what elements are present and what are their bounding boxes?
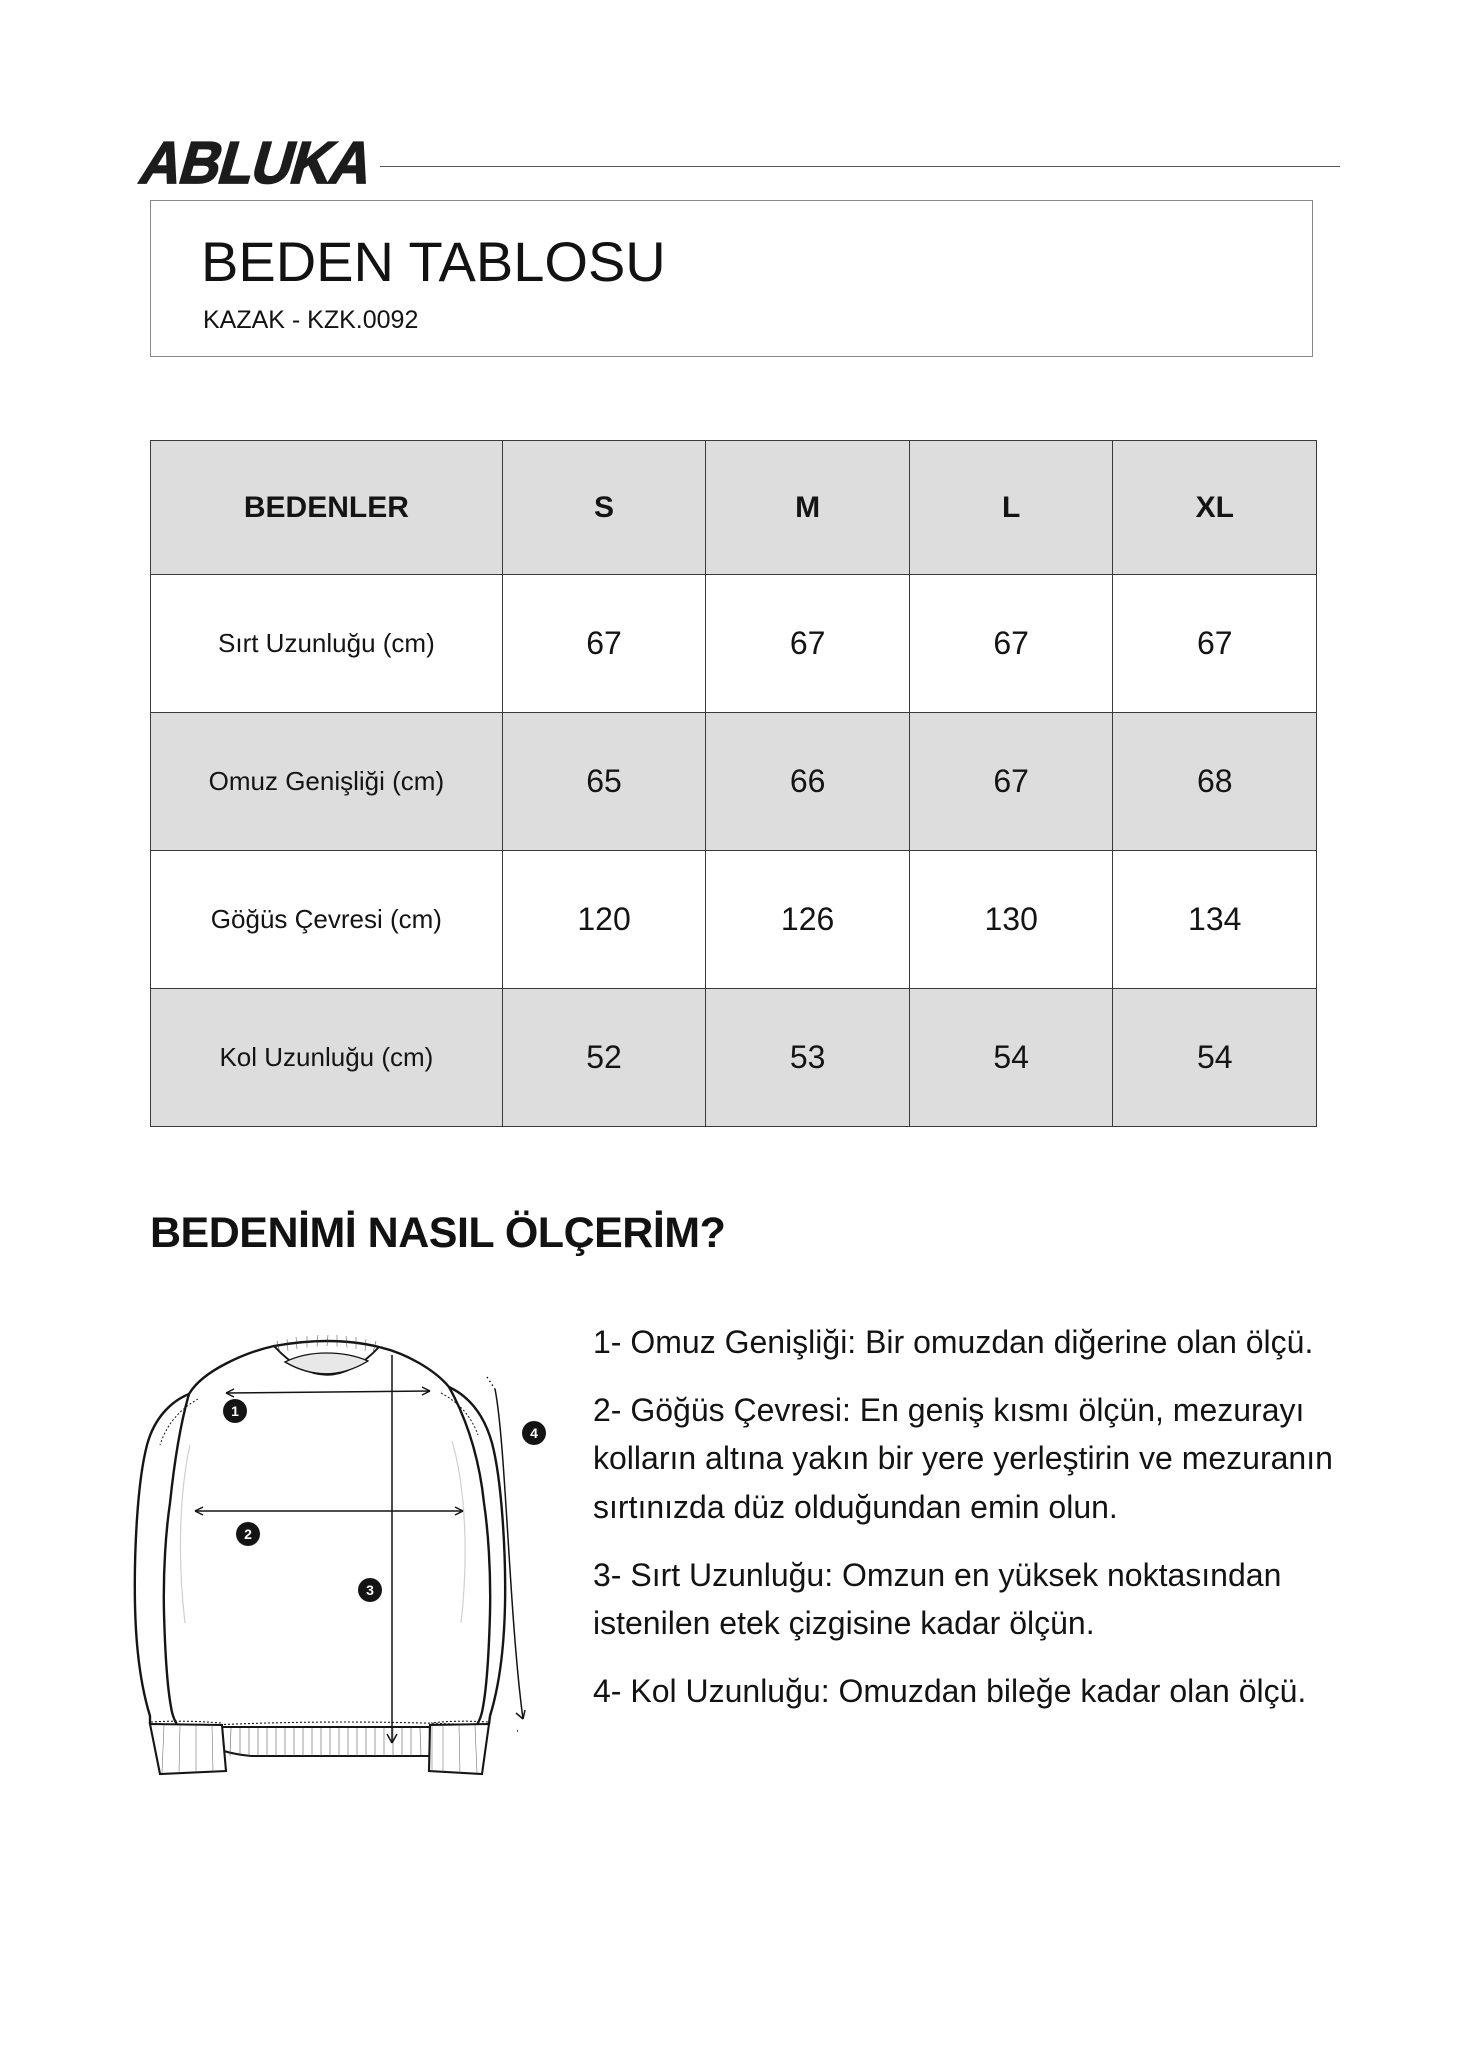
svg-text:4: 4 [530, 1425, 538, 1441]
svg-text:1: 1 [231, 1403, 239, 1419]
svg-text:3: 3 [366, 1582, 374, 1598]
svg-text:2: 2 [244, 1526, 252, 1542]
